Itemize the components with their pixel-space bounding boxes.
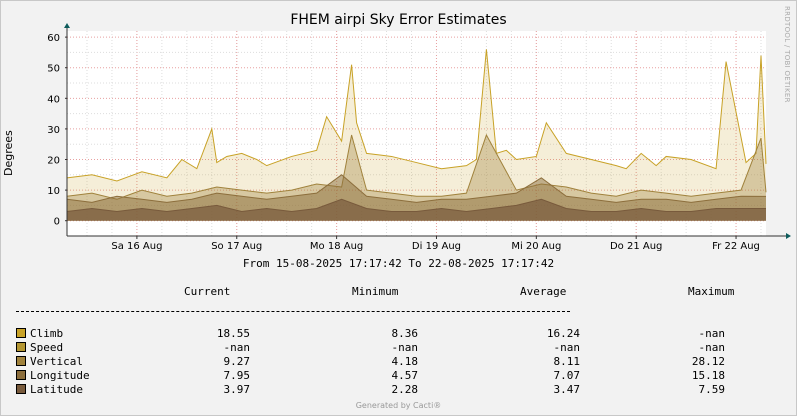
legend-value-average: 7.07 [553, 369, 581, 382]
legend-name: Speed [30, 341, 64, 354]
legend-value-minimum: -nan [391, 341, 419, 354]
x-tick-labels: Sa 16 Aug So 17 Aug Mo 18 Aug Di 19 Aug Mi 2… [111, 241, 760, 252]
footer-credit: Generated by Cacti® [355, 401, 442, 410]
series-line-latitude [66, 198, 767, 213]
legend-swatch-longitude [16, 370, 26, 380]
legend-header-average: Average [520, 285, 567, 298]
legend-swatch-vertical [16, 356, 26, 366]
legend-value-current: -nan [223, 341, 251, 354]
legend-value-average: 16.24 [546, 327, 580, 340]
chart-title: FHEM airpi Sky Error Estimates [290, 12, 507, 28]
x-tick-label: Mo 18 Aug [310, 241, 363, 252]
legend-value-minimum: 8.36 [391, 327, 419, 340]
legend-swatch-climb [16, 328, 26, 338]
legend-header-maximum: Maximum [688, 285, 735, 298]
x-tick-label: Fr 22 Aug [712, 241, 760, 252]
y-tick-label: 60 [47, 33, 60, 44]
series-areas [66, 49, 767, 221]
legend-name: Latitude [30, 383, 83, 396]
time-range-text: From 15-08-2025 17:17:42 To 22-08-2025 1… [242, 257, 555, 270]
legend-value-maximum: -nan [698, 327, 726, 340]
legend-name: Climb [30, 327, 64, 340]
legend-value-maximum: 28.12 [691, 355, 725, 368]
axes [64, 23, 791, 239]
x-tick-label: Sa 16 Aug [111, 241, 162, 252]
legend-swatch-speed [16, 342, 26, 352]
legend-value-current: 9.27 [223, 355, 251, 368]
series-line-vertical [66, 133, 767, 200]
legend-value-average: -nan [553, 341, 581, 354]
legend-header-current: Current [184, 285, 231, 298]
legend-header-minimum: Minimum [352, 285, 399, 298]
x-tick-label: Di 19 Aug [412, 241, 461, 252]
x-tick-label: Mi 20 Aug [511, 241, 561, 252]
y-tick-label: 20 [47, 156, 60, 167]
legend-value-maximum: -nan [698, 341, 726, 354]
y-tick-labels: 0 10 20 30 40 50 60 [47, 33, 60, 228]
rrdtool-watermark: RRDTOOL / TOBI OETIKER [783, 6, 791, 103]
series-line-climb [66, 49, 767, 182]
legend-value-maximum: 7.59 [698, 383, 726, 396]
legend-value-minimum: 2.28 [391, 383, 419, 396]
series-area-climb [67, 49, 766, 221]
series-area-latitude [67, 199, 766, 221]
y-axis-arrow [64, 23, 70, 28]
y-tick-label: 30 [47, 125, 60, 136]
y-tick-label: 0 [54, 217, 60, 228]
series-area-longitude [67, 174, 766, 221]
legend-value-minimum: 4.18 [391, 355, 419, 368]
legend-value-current: 3.97 [223, 383, 251, 396]
y-tick-label: 10 [47, 186, 60, 197]
x-axis-arrow [786, 233, 791, 239]
legend-value-minimum: 4.57 [391, 369, 419, 382]
legend-value-current: 7.95 [223, 369, 251, 382]
legend-separator [16, 311, 570, 312]
legend-name: Vertical [30, 355, 83, 368]
legend-name: Longitude [30, 369, 90, 382]
chart-svg: 0 10 20 30 40 50 60 Sa 16 Aug So 17 Aug Mo 18 Au… [47, 23, 791, 252]
x-tick-label: So 17 Aug [211, 241, 262, 252]
legend-value-current: 18.55 [216, 327, 250, 340]
legend-value-average: 8.11 [553, 355, 581, 368]
y-tick-label: 40 [47, 94, 60, 105]
legend-value-maximum: 15.18 [691, 369, 725, 382]
x-tick-label: Do 21 Aug [610, 241, 662, 252]
legend-swatch-latitude [16, 384, 26, 394]
series-line-longitude [66, 174, 767, 203]
y-tick-label: 50 [47, 64, 60, 75]
legend-value-average: 3.47 [553, 383, 581, 396]
